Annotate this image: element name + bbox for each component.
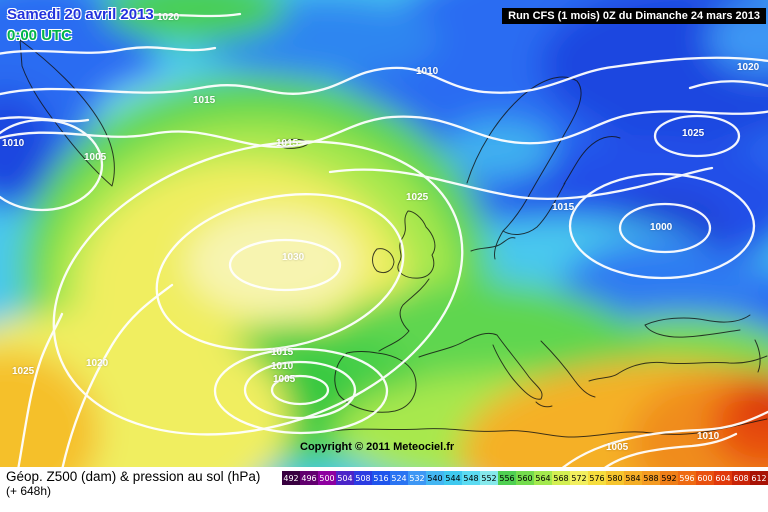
map-field-svg	[0, 0, 768, 467]
colorbar-cell: 568	[552, 471, 570, 485]
caption-block: Géop. Z500 (dam) & pression au sol (hPa)…	[6, 469, 260, 498]
contour-label: 1010	[2, 138, 25, 149]
colorbar-cell: 504	[336, 471, 354, 485]
contour-label: 1005	[606, 442, 629, 453]
contour-label: 1015	[552, 202, 575, 213]
colorbar-cell: 612	[750, 471, 768, 485]
contour-label: 1030	[282, 252, 305, 263]
forecast-hour: (+ 648h)	[6, 484, 52, 498]
contour-label: 1020	[157, 12, 180, 23]
contour-label: 1010	[697, 431, 720, 442]
legend-bar: Géop. Z500 (dam) & pression au sol (hPa)…	[0, 467, 768, 512]
colorbar-cell: 584	[624, 471, 642, 485]
contour-label: 1005	[273, 374, 296, 385]
contour-label: 1025	[12, 366, 35, 377]
contour-label: 1020	[737, 62, 760, 73]
contour-label: 1020	[86, 358, 109, 369]
colorbar-cell: 516	[372, 471, 390, 485]
colorbar-cell: 560	[516, 471, 534, 485]
colorbar-cell: 500	[318, 471, 336, 485]
colorbar-cell: 572	[570, 471, 588, 485]
contour-label: 1010	[271, 361, 294, 372]
contour-label: 1005	[84, 152, 107, 163]
colorbar-cell: 524	[390, 471, 408, 485]
copyright-label: Copyright © 2011 Meteociel.fr	[300, 441, 455, 453]
colorbar-cell: 596	[678, 471, 696, 485]
height-field	[0, 0, 768, 467]
map-area: Samedi 20 avril 2013 0:00 UTC Run CFS (1…	[0, 0, 768, 467]
contour-label: 1015	[193, 95, 216, 106]
colorbar-cell: 496	[300, 471, 318, 485]
contour-label: 1015	[276, 138, 299, 149]
colorbar-cell: 588	[642, 471, 660, 485]
colorbar-cell: 552	[480, 471, 498, 485]
contour-label: 1010	[416, 66, 439, 77]
run-info: Run CFS (1 mois) 0Z du Dimanche 24 mars …	[502, 8, 766, 24]
colorbar: 492 496 500 504 508 516 524 532 540 544 548 552 556 5…	[282, 471, 768, 485]
coastlines	[19, 39, 768, 438]
contour-label: 1025	[406, 192, 429, 203]
contour-label: 1025	[682, 128, 705, 139]
colorbar-cell: 592	[660, 471, 678, 485]
colorbar-cell: 540	[426, 471, 444, 485]
colorbar-cell: 580	[606, 471, 624, 485]
contour-label: 1015	[271, 347, 294, 358]
colorbar-cell: 576	[588, 471, 606, 485]
colorbar-cell: 548	[462, 471, 480, 485]
colorbar-cell: 492	[282, 471, 300, 485]
colorbar-cell: 544	[444, 471, 462, 485]
time-label: 0:00 UTC	[7, 27, 73, 44]
colorbar-cell: 604	[714, 471, 732, 485]
colorbar-cell: 600	[696, 471, 714, 485]
colorbar-cell: 564	[534, 471, 552, 485]
pressure-contours	[0, 12, 768, 467]
colorbar-cell: 608	[732, 471, 750, 485]
contour-label: 1000	[650, 222, 673, 233]
date-label: Samedi 20 avril 2013	[7, 6, 154, 23]
colorbar-cell: 508	[354, 471, 372, 485]
colorbar-cell: 532	[408, 471, 426, 485]
colorbar-cell: 556	[498, 471, 516, 485]
map-caption: Géop. Z500 (dam) & pression au sol (hPa)	[6, 469, 261, 484]
